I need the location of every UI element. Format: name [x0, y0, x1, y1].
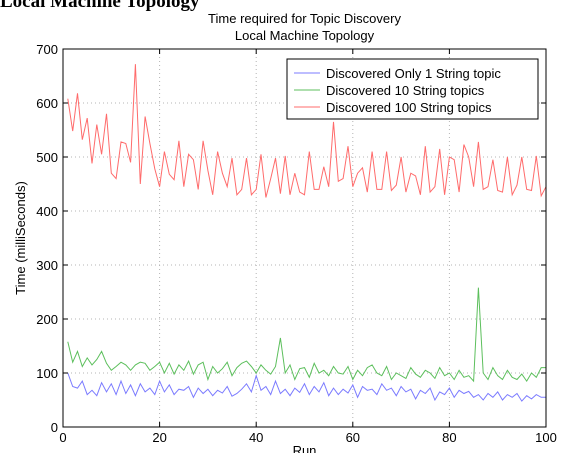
axes-box — [62, 48, 547, 428]
x-tick-label: 20 — [152, 430, 166, 445]
legend-label-3: Discovered 100 String topics — [326, 100, 492, 115]
series-line-2 — [67, 287, 546, 383]
x-axis-label: Run — [293, 443, 317, 453]
y-tick-label: 200 — [36, 312, 58, 327]
series-line-1 — [67, 372, 546, 402]
x-tick-label: 100 — [535, 430, 557, 445]
legend-label-2: Discovered 10 String topics — [326, 83, 485, 98]
y-tick-label: 500 — [36, 150, 58, 165]
x-tick-label: 40 — [249, 430, 263, 445]
y-tick-label: 400 — [36, 204, 58, 219]
x-tick-label: 0 — [59, 430, 66, 445]
chart-title: Time required for Topic Discovery — [208, 11, 401, 26]
legend-box — [286, 58, 539, 120]
page-heading: Local Machine Topology — [0, 0, 200, 12]
chart-subtitle: Local Machine Topology — [235, 28, 375, 43]
y-tick-label: 0 — [51, 420, 58, 435]
y-axis-label: Time (milliSeconds) — [13, 181, 28, 295]
x-tick-label: 60 — [346, 430, 360, 445]
x-tick-label: 80 — [442, 430, 456, 445]
y-tick-label: 600 — [36, 96, 58, 111]
y-tick-label: 700 — [36, 42, 58, 57]
y-tick-label: 100 — [36, 366, 58, 381]
legend-label-1: Discovered Only 1 String topic — [326, 66, 501, 81]
y-tick-label: 300 — [36, 258, 58, 273]
series-line-3 — [67, 64, 547, 198]
